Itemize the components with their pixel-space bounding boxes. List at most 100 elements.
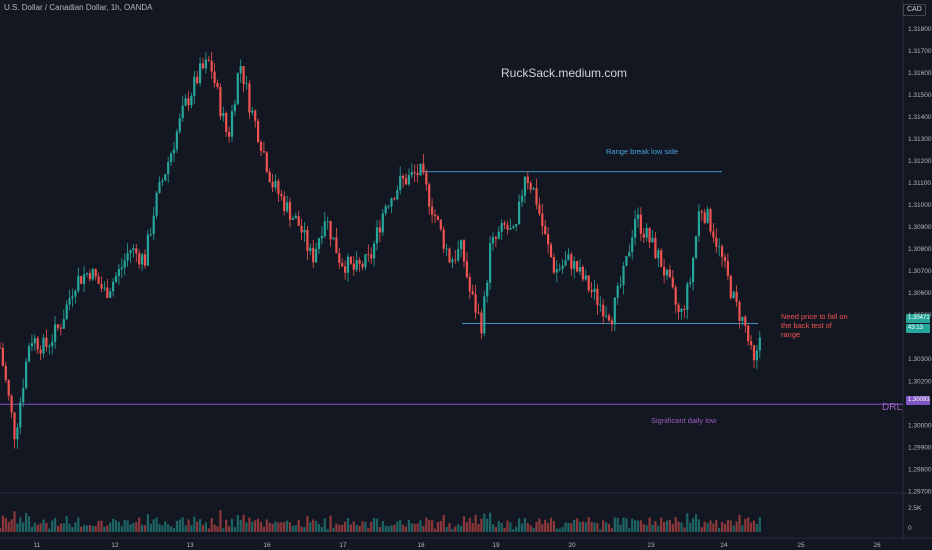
volume-bar [199, 519, 202, 532]
candle-body [33, 338, 36, 344]
candle-body [715, 237, 718, 247]
volume-bar [729, 520, 732, 532]
volume-bar [636, 520, 640, 532]
volume-bar [657, 525, 660, 532]
volume-bar [381, 521, 384, 532]
candle-body [729, 275, 732, 298]
volume-bar [68, 523, 71, 532]
volume-bar [286, 520, 289, 532]
y-tick-label: 1.30200 [908, 378, 932, 385]
candle-body [457, 249, 460, 261]
candle-body [648, 227, 651, 243]
candle-body [500, 223, 503, 232]
volume-bar [254, 520, 257, 532]
y-tick-label: 1.31300 [908, 136, 932, 143]
candle-body [665, 269, 669, 276]
candle-body [352, 263, 355, 270]
volume-bar [706, 523, 709, 532]
candle-body [541, 213, 544, 227]
volume-bar [686, 513, 689, 532]
volume-bar [642, 524, 645, 532]
volume-bar [170, 526, 173, 532]
volume-bar [112, 518, 115, 532]
volume-bar [373, 517, 376, 532]
volume-bar [335, 523, 338, 532]
candle-body [576, 261, 579, 272]
candle-body [303, 229, 306, 233]
candle-body [48, 346, 51, 347]
volume-bar [491, 524, 495, 532]
candle-body [199, 63, 202, 84]
candle-body [523, 176, 526, 196]
candle-body [239, 66, 242, 74]
volume-bar [587, 517, 590, 532]
candle-body [584, 275, 587, 280]
volume-bar [639, 520, 642, 532]
volume-bar [184, 525, 187, 532]
volume-bar [607, 523, 611, 532]
candle-body [555, 269, 558, 273]
volume-bar [512, 529, 515, 532]
x-tick-label: 23 [647, 542, 655, 549]
candle-body [483, 296, 486, 334]
volume-bar [126, 520, 129, 532]
candle-body [436, 216, 439, 220]
candle-body [596, 288, 599, 306]
candle-body [4, 365, 7, 381]
candle-body [758, 337, 761, 351]
candle-body [248, 83, 251, 113]
candle-body [561, 265, 564, 269]
y-tick-label: 1.31600 [908, 70, 932, 77]
volume-bar [387, 526, 390, 532]
candle-body [619, 284, 622, 286]
volume-bar [752, 520, 756, 532]
volume-bar [178, 519, 181, 532]
volume-bar [616, 517, 619, 532]
volume-bar [27, 516, 31, 532]
volume-bar [228, 526, 231, 532]
candle-body [474, 294, 477, 313]
volume-bar [146, 514, 149, 532]
candle-body [27, 346, 31, 362]
volume-bar [74, 522, 77, 532]
volume-bar [419, 520, 422, 532]
volume-bar [439, 521, 442, 532]
symbol-title[interactable]: U.S. Dollar / Canadian Dollar, 1h, OANDA [4, 3, 153, 12]
candle-body [178, 118, 181, 132]
volume-bar [628, 528, 631, 532]
volume-bar [645, 525, 648, 532]
candle-body [460, 240, 463, 250]
candle-body [399, 175, 402, 191]
candle-body [346, 256, 350, 273]
volume-bar [668, 520, 671, 532]
volume-bar [323, 518, 326, 532]
volume-bar [315, 520, 318, 532]
volume-bar [529, 525, 532, 532]
volume-bar [660, 517, 663, 532]
volume-tick-label: 0 [908, 525, 912, 532]
candle-body [642, 233, 645, 238]
candle-body [172, 149, 176, 154]
volume-bar [712, 523, 715, 532]
volume-bar [694, 514, 698, 532]
candle-body [573, 261, 576, 269]
candle-body [135, 248, 138, 254]
candle-body [268, 171, 271, 182]
volume-bar [54, 517, 57, 532]
candle-body [39, 349, 42, 354]
volume-bar [544, 519, 547, 532]
candle-body [306, 229, 309, 251]
candle-body [636, 214, 640, 219]
candle-body [732, 291, 735, 298]
candle-body [425, 172, 428, 185]
candle-body [489, 243, 492, 283]
currency-badge[interactable]: CAD [903, 4, 926, 16]
y-tick-label: 1.30800 [908, 246, 932, 253]
volume-bar [547, 523, 550, 532]
drl-price-tag: 1.30093 [906, 396, 930, 405]
volume-bar [248, 517, 251, 532]
candle-body [396, 190, 399, 200]
candle-body [384, 206, 387, 214]
candle-body [390, 198, 393, 207]
